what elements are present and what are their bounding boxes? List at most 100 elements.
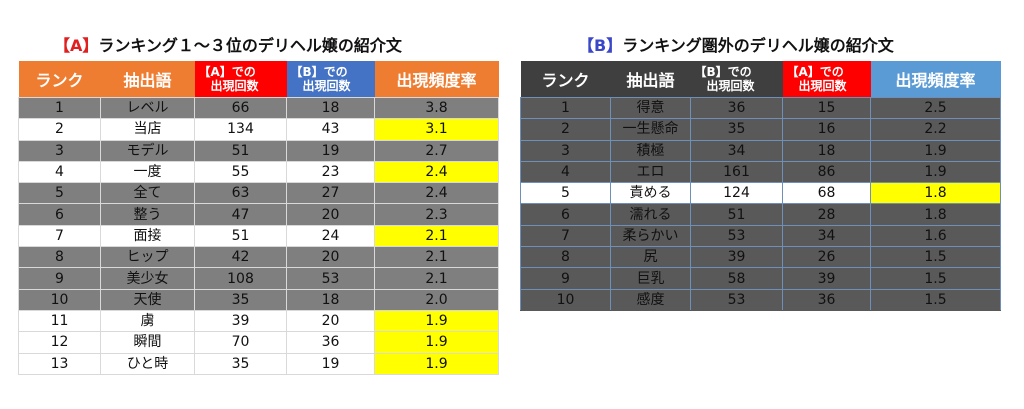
cell-b: 24 [286, 224, 375, 248]
cell-rank: 7 [520, 224, 611, 248]
cell-word: 巨乳 [610, 267, 691, 290]
cell-rank: 4 [18, 160, 101, 184]
header-word: 抽出語 [610, 61, 691, 98]
cell-rank: 12 [18, 331, 101, 354]
cell-rank: 9 [520, 267, 611, 290]
cell-a: 63 [194, 182, 287, 205]
cell-a: 42 [194, 246, 287, 269]
cell-rate: 2.1 [374, 224, 499, 248]
cell-b: 18 [286, 96, 375, 120]
header-rate: 出現頻度率 [870, 61, 1001, 98]
cell-a: 18 [782, 139, 871, 162]
table-row: 5 責める 124 68 1.8 [520, 182, 1001, 205]
cell-a: 35 [194, 288, 287, 311]
table-row: 6 濡れる 51 28 1.8 [520, 203, 1001, 226]
cell-rate: 1.5 [870, 288, 1001, 311]
cell-rate: 1.9 [870, 139, 1001, 162]
cell-b: 39 [690, 246, 783, 269]
table-row: 13 ひと時 35 19 1.9 [18, 352, 499, 375]
cell-rate: 1.9 [374, 309, 499, 333]
cell-word: 責める [610, 182, 691, 205]
cell-a: 51 [194, 224, 287, 248]
cell-a: 36 [782, 288, 871, 311]
cell-rank: 6 [520, 203, 611, 226]
cell-word: 積極 [610, 139, 691, 162]
cell-b: 53 [690, 288, 783, 311]
table-row: 1 得意 36 15 2.5 [520, 96, 1001, 120]
cell-rate: 1.5 [870, 267, 1001, 290]
cell-word: 面接 [100, 224, 195, 248]
cell-word: 濡れる [610, 203, 691, 226]
cell-a: 28 [782, 203, 871, 226]
header-a-count: 【A】での 出現回数 [194, 61, 287, 98]
header-rank: ランク [18, 61, 101, 98]
cell-rate: 2.2 [870, 118, 1001, 141]
cell-a: 134 [194, 118, 287, 141]
cell-rank: 7 [18, 224, 101, 248]
cell-a: 16 [782, 118, 871, 141]
cell-rate: 2.3 [374, 203, 499, 226]
panel-b-title-text: ランキング圏外のデリヘル嬢の紹介文 [622, 36, 894, 55]
cell-b: 43 [286, 118, 375, 141]
table-row: 7 柔らかい 53 34 1.6 [520, 224, 1001, 248]
cell-a: 15 [782, 96, 871, 120]
header-b-line2: 出現回数 [706, 79, 755, 93]
cell-rank: 5 [18, 182, 101, 205]
cell-b: 19 [286, 139, 375, 162]
panel-a-title-text: ランキング１～３位のデリヘル嬢の紹介文 [98, 36, 402, 55]
cell-rate: 1.6 [870, 224, 1001, 248]
cell-b: 58 [690, 267, 783, 290]
cell-a: 26 [782, 246, 871, 269]
cell-rank: 5 [520, 182, 611, 205]
cell-rank: 2 [18, 118, 101, 141]
header-word: 抽出語 [100, 61, 195, 98]
cell-word: ヒップ [100, 246, 195, 269]
header-rate: 出現頻度率 [374, 61, 499, 98]
ranking-table-a: ランク 抽出語 【A】での 出現回数 【B】での 出現回数 出現頻度率 1 レベル 66… [18, 61, 499, 375]
cell-a: 39 [194, 309, 287, 333]
cell-rate: 1.9 [374, 352, 499, 375]
panel-a-title-tag: 【A】 [54, 36, 99, 55]
cell-word: 一生懸命 [610, 118, 691, 141]
cell-word: 全て [100, 182, 195, 205]
cell-rate: 1.9 [870, 160, 1001, 184]
table-row: 3 積極 34 18 1.9 [520, 139, 1001, 162]
cell-rank: 8 [520, 246, 611, 269]
cell-a: 55 [194, 160, 287, 184]
cell-rate: 1.9 [374, 331, 499, 354]
cell-rank: 13 [18, 352, 101, 375]
table-row: 10 天使 35 18 2.0 [18, 288, 499, 311]
cell-b: 53 [286, 267, 375, 290]
header-b-line2: 出現回数 [302, 79, 351, 93]
panel-b-title: 【B】ランキング圏外のデリヘル嬢の紹介文 [578, 32, 894, 56]
cell-a: 66 [194, 96, 287, 120]
cell-b: 35 [690, 118, 783, 141]
cell-a: 86 [782, 160, 871, 184]
header-b-count: 【B】での 出現回数 [286, 61, 375, 98]
header-a-line2: 出現回数 [210, 79, 259, 93]
header-a-count: 【A】での 出現回数 [782, 61, 871, 98]
cell-a: 39 [782, 267, 871, 290]
cell-b: 34 [690, 139, 783, 162]
cell-word: 一度 [100, 160, 195, 184]
cell-rank: 8 [18, 246, 101, 269]
cell-rank: 2 [520, 118, 611, 141]
cell-b: 36 [690, 96, 783, 120]
cell-b: 20 [286, 203, 375, 226]
cell-a: 68 [782, 182, 871, 205]
cell-word: 整う [100, 203, 195, 226]
cell-word: レベル [100, 96, 195, 120]
cell-rate: 2.4 [374, 182, 499, 205]
cell-rate: 1.8 [870, 182, 1001, 205]
cell-a: 34 [782, 224, 871, 248]
cell-rate: 1.8 [870, 203, 1001, 226]
cell-b: 18 [286, 288, 375, 311]
cell-b: 23 [286, 160, 375, 184]
cell-b: 36 [286, 331, 375, 354]
cell-b: 124 [690, 182, 783, 205]
cell-rate: 2.5 [870, 96, 1001, 120]
cell-word: 瞬間 [100, 331, 195, 354]
cell-word: エロ [610, 160, 691, 184]
cell-rate: 1.5 [870, 246, 1001, 269]
cell-rank: 3 [520, 139, 611, 162]
